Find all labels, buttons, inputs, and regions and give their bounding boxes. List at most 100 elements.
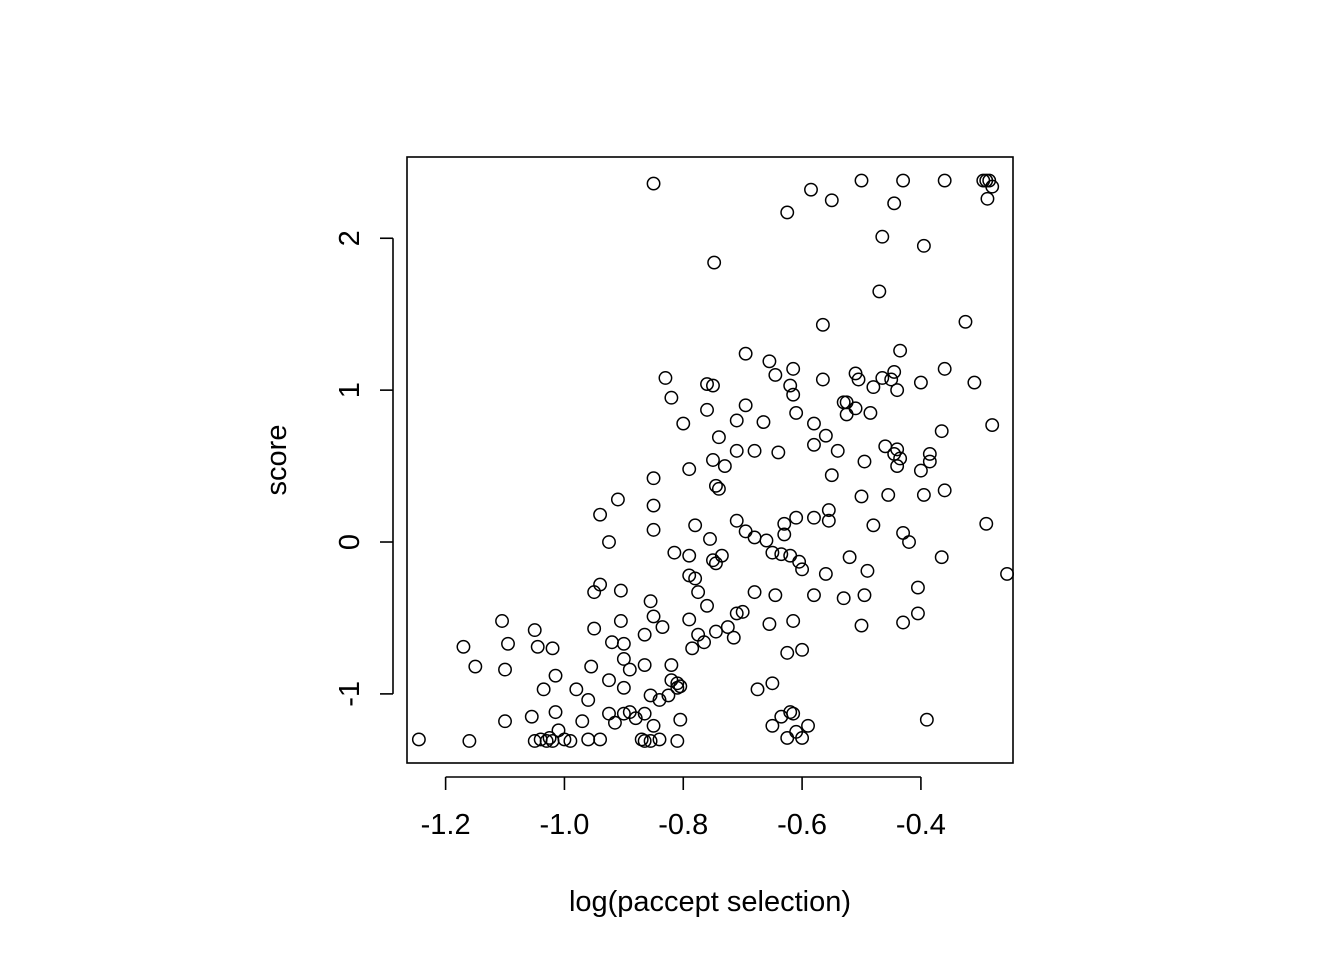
data-point — [542, 730, 557, 745]
data-point — [637, 734, 652, 748]
data-point — [866, 518, 881, 533]
data-point — [768, 588, 783, 603]
data-point — [501, 636, 515, 651]
data-point — [605, 635, 619, 650]
data-point — [836, 591, 851, 606]
data-point — [643, 688, 658, 703]
data-point — [729, 513, 744, 528]
data-point — [708, 624, 723, 639]
data-point — [821, 503, 836, 518]
data-point — [707, 255, 722, 270]
data-point — [854, 489, 869, 504]
data-point — [795, 562, 810, 577]
data-point — [682, 612, 697, 627]
data-point — [824, 468, 839, 483]
data-point — [807, 437, 821, 452]
data-point — [673, 679, 688, 694]
data-point — [548, 705, 563, 720]
data-point — [616, 636, 631, 651]
data-point — [762, 354, 777, 369]
data-point — [646, 471, 661, 486]
data-point — [967, 375, 982, 390]
x-tick-label: -0.6 — [777, 809, 827, 841]
data-point — [664, 658, 679, 672]
data-point — [747, 585, 762, 600]
data-point — [916, 238, 931, 253]
data-point — [602, 535, 616, 549]
data-point — [706, 553, 720, 568]
data-point — [667, 545, 682, 560]
data-point — [729, 443, 744, 458]
data-point — [801, 718, 815, 733]
data-point — [789, 510, 804, 525]
data-point — [581, 732, 596, 747]
data-point — [777, 516, 792, 531]
x-tick-label: -1.2 — [421, 809, 471, 841]
data-point — [584, 659, 599, 674]
data-point — [902, 535, 916, 549]
data-point — [738, 524, 753, 539]
data-point — [780, 645, 795, 660]
data-point — [890, 383, 905, 398]
data-point — [622, 662, 637, 677]
x-axis: -1.2 -1.0 -0.8 -0.6 -0.4 — [421, 776, 946, 841]
data-point — [643, 594, 658, 609]
data-point — [795, 642, 810, 657]
data-point — [717, 459, 732, 474]
data-point — [700, 402, 714, 417]
data-point — [866, 380, 881, 395]
data-point — [703, 532, 717, 546]
data-point — [682, 548, 697, 563]
data-point — [462, 734, 477, 748]
data-point — [1000, 566, 1015, 581]
data-point — [498, 662, 512, 677]
data-point — [670, 734, 685, 748]
data-point — [655, 620, 670, 635]
data-point — [545, 641, 560, 656]
data-point — [548, 668, 563, 683]
y-tick-label: -1 — [334, 681, 366, 707]
data-point — [658, 371, 673, 385]
data-point — [539, 734, 554, 748]
data-point — [890, 442, 905, 457]
data-point — [646, 718, 661, 733]
data-point — [729, 606, 744, 621]
data-point — [628, 711, 643, 726]
data-point — [711, 481, 726, 496]
data-point — [792, 554, 807, 569]
data-point — [863, 405, 878, 420]
x-tick-label: -1.0 — [539, 809, 589, 841]
data-point — [860, 563, 875, 578]
data-point — [913, 375, 928, 390]
y-axis: -1 0 1 2 — [334, 230, 394, 707]
data-point — [979, 516, 994, 531]
data-point — [688, 571, 703, 586]
data-point — [527, 623, 542, 638]
data-point — [661, 688, 676, 703]
data-point — [664, 390, 679, 405]
data-point — [738, 398, 753, 413]
data-point — [851, 372, 866, 387]
data-point — [910, 606, 925, 621]
data-point — [652, 693, 667, 707]
data-point — [530, 639, 545, 654]
data-point — [839, 395, 854, 410]
data-point — [613, 583, 628, 598]
data-point — [602, 673, 616, 688]
data-point — [735, 604, 750, 619]
data-point — [848, 401, 863, 416]
data-point — [896, 615, 911, 630]
data-point — [575, 714, 590, 729]
data-point — [818, 428, 833, 443]
data-point — [857, 454, 872, 469]
data-point — [700, 598, 714, 613]
data-point — [884, 372, 899, 387]
data-point — [551, 723, 566, 738]
data-point — [937, 173, 952, 188]
data-point — [593, 507, 608, 522]
data-point — [842, 550, 857, 565]
data-point — [934, 550, 949, 565]
data-point — [602, 706, 616, 721]
x-tick-label: -0.4 — [896, 809, 946, 841]
